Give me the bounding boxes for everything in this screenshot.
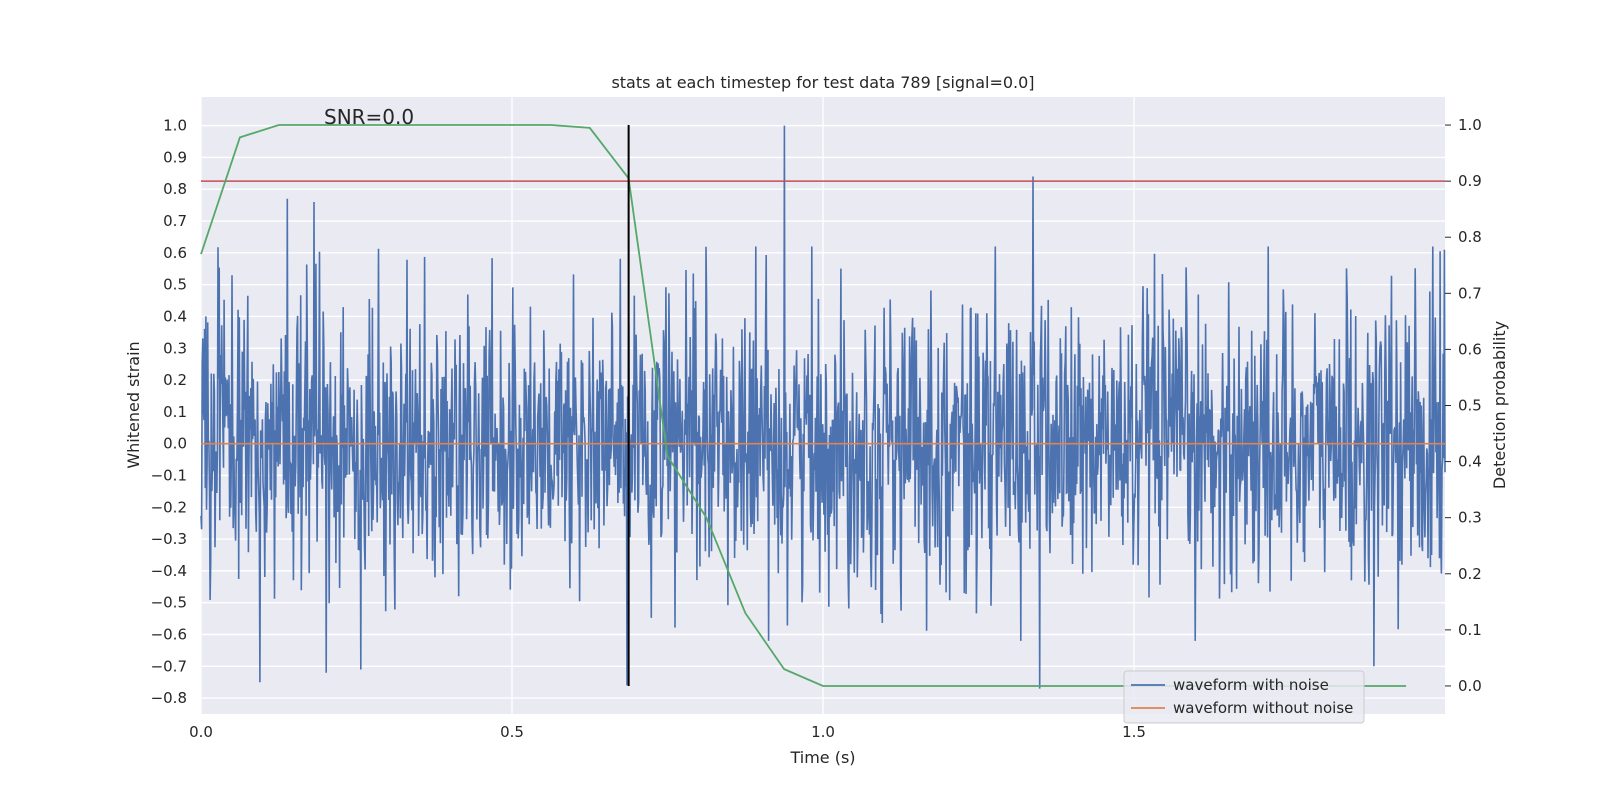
y2-tick-label: 0.9 [1458, 172, 1482, 190]
snr-annotation: SNR=0.0 [324, 105, 414, 129]
y-tick-label: 0.3 [163, 339, 187, 357]
waveform-with-noise-line [200, 125, 1446, 689]
y2-tick-label: 0.1 [1458, 621, 1482, 639]
y-tick-label: 0.7 [163, 212, 187, 230]
legend: waveform with noise waveform without noi… [1123, 670, 1365, 724]
y-tick-label: 0.9 [163, 148, 187, 166]
y-tick-label: −0.1 [151, 466, 187, 484]
y-tick-label: 0.2 [163, 371, 187, 389]
y2-tick-label: 0.7 [1458, 284, 1482, 302]
y-tick-label: −0.6 [151, 625, 187, 643]
y2-tick-label: 0.8 [1458, 228, 1482, 246]
y-tick-label: −0.3 [151, 530, 187, 548]
ticks: 0.0 0.5 1.0 1.5 1.0 0.9 0.8 0.7 0.6 0.5 0.4 0.3 0.2 0… [151, 116, 1482, 741]
y-tick-label: −0.8 [151, 689, 187, 707]
y2-tick-label: 0.4 [1458, 453, 1482, 471]
y-tick-label: 0.4 [163, 307, 187, 325]
legend-box [1123, 670, 1365, 724]
y-tick-label: 1.0 [163, 117, 187, 135]
y-tick-label: 0.8 [163, 180, 187, 198]
y-axis-label: Whitened strain [124, 341, 143, 468]
y2-tick-label: 0.0 [1458, 677, 1482, 695]
legend-label-noise: waveform with noise [1173, 676, 1329, 694]
y-tick-label: −0.4 [151, 562, 187, 580]
x-axis-label: Time (s) [789, 748, 855, 767]
legend-label-clean: waveform without noise [1173, 699, 1353, 717]
x-tick-label: 1.0 [811, 723, 835, 741]
chart-title: stats at each timestep for test data 789… [611, 73, 1034, 92]
y-tick-label: 0.6 [163, 244, 187, 262]
y2-axis-label: Detection probability [1490, 321, 1509, 489]
y2-tick-label: 0.3 [1458, 509, 1482, 527]
y-tick-label: −0.7 [151, 657, 187, 675]
y-tick-label: 0.5 [163, 276, 187, 294]
y-tick-label: 0.0 [163, 435, 187, 453]
y-tick-label: −0.2 [151, 498, 187, 516]
y-tick-label: 0.1 [163, 403, 187, 421]
x-tick-label: 0.0 [189, 723, 213, 741]
x-tick-label: 0.5 [500, 723, 524, 741]
waveform-with-noise-series [200, 125, 1446, 689]
y2-tick-label: 0.6 [1458, 340, 1482, 358]
y2-tick-label: 0.2 [1458, 565, 1482, 583]
x-tick-label: 1.5 [1122, 723, 1146, 741]
y2-tick-label: 0.5 [1458, 397, 1482, 415]
y-tick-label: −0.5 [151, 594, 187, 612]
y2-tick-label: 1.0 [1458, 116, 1482, 134]
